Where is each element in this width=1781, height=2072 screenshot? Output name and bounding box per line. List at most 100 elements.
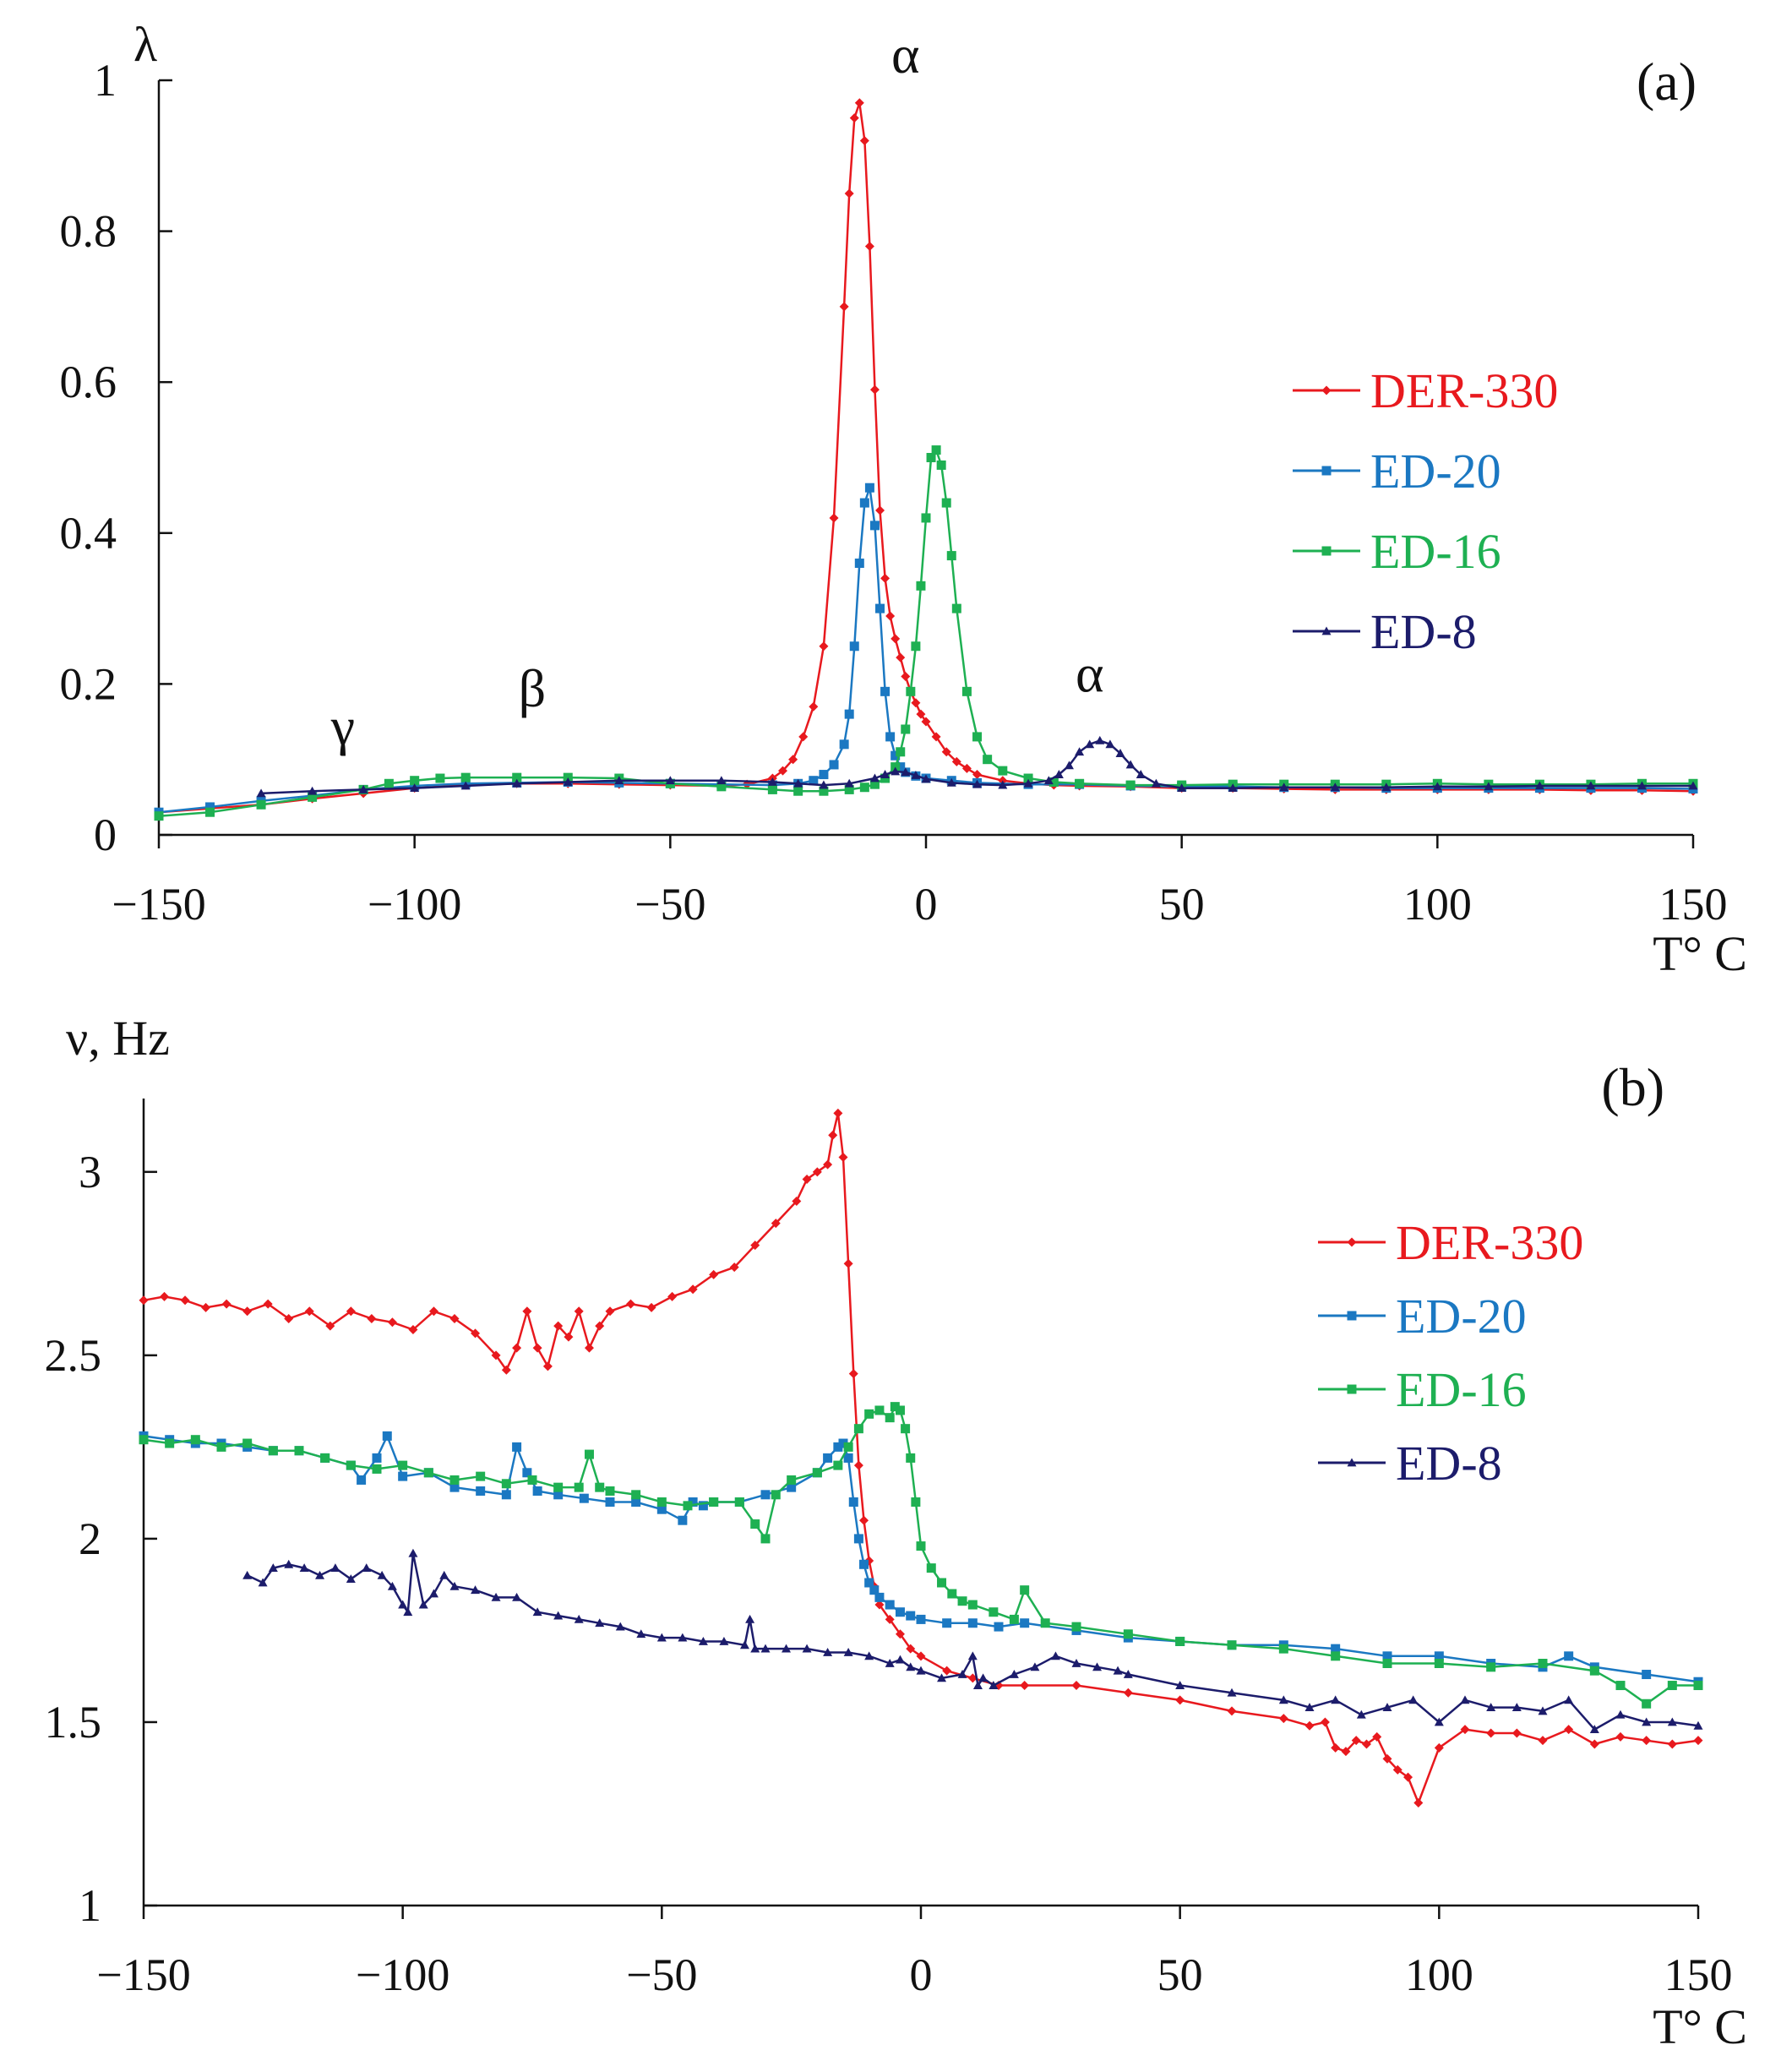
legend: DER-330 ED-20 ED-16 ED-8 [1293, 363, 1558, 659]
data-point [221, 1299, 231, 1309]
data-point [1304, 1720, 1315, 1731]
data-point [372, 1453, 382, 1463]
data-point [864, 1578, 874, 1588]
x-axis-title: T° C [1653, 1999, 1747, 2054]
data-point [398, 1460, 408, 1470]
data-point [994, 1622, 1004, 1632]
data-point [1123, 1688, 1133, 1698]
data-point [304, 1306, 314, 1317]
data-point [947, 1589, 957, 1599]
legend-swatch-marker [1321, 385, 1332, 395]
data-point [1615, 1681, 1626, 1691]
data-point [362, 1563, 372, 1573]
data-point [906, 1611, 916, 1621]
data-point [1105, 739, 1115, 749]
data-point [745, 1614, 755, 1623]
data-point [961, 686, 972, 696]
data-point [843, 1442, 853, 1452]
data-point [771, 1490, 781, 1500]
data-point [972, 779, 983, 788]
data-point [890, 634, 901, 644]
data-point [869, 384, 880, 395]
series-der-330 [139, 1108, 1703, 1808]
data-point [268, 1563, 278, 1573]
data-point [782, 1644, 792, 1653]
data-point [564, 1332, 574, 1342]
data-point [829, 760, 839, 770]
y-tick-label: 1.5 [45, 1697, 102, 1748]
data-point [890, 1402, 900, 1412]
data-point [284, 1559, 294, 1568]
data-point [683, 1501, 693, 1511]
data-point [844, 188, 854, 199]
data-point [895, 1607, 905, 1617]
data-point [205, 802, 215, 812]
x-tick-label: −50 [635, 879, 705, 930]
data-point [1432, 782, 1442, 791]
data-point [1589, 1666, 1599, 1676]
data-point [946, 777, 956, 787]
data-point [1351, 1736, 1361, 1746]
data-point [1043, 776, 1054, 785]
data-point [901, 671, 911, 681]
y-tick-label: 2 [79, 1513, 101, 1564]
data-point [258, 1578, 268, 1587]
data-point [688, 1497, 698, 1507]
data-point [527, 1475, 537, 1485]
data-point [901, 1424, 911, 1434]
data-point [1278, 1695, 1288, 1704]
data-point [771, 1219, 781, 1229]
data-point [574, 1614, 584, 1623]
data-point [895, 1655, 905, 1664]
data-point [859, 782, 869, 793]
data-point [1460, 1695, 1470, 1704]
data-point [435, 773, 445, 783]
legend-item: ED-20 [1293, 444, 1501, 499]
data-point [1075, 747, 1085, 756]
y-tick-label: 3 [79, 1147, 101, 1197]
data-point [1320, 1717, 1330, 1727]
y-tick-label: 0.6 [60, 357, 117, 407]
data-point [1667, 1717, 1677, 1726]
data-point [1054, 770, 1064, 778]
data-point [828, 1130, 838, 1140]
data-point [1095, 735, 1105, 744]
data-point [1341, 1747, 1351, 1757]
legend-swatch-marker [1321, 466, 1332, 476]
x-tick-label: −150 [112, 879, 205, 930]
data-point [1125, 760, 1136, 769]
legend-swatch-marker [1347, 1384, 1357, 1394]
data-point [665, 776, 675, 785]
data-point [1564, 1725, 1574, 1735]
data-point [859, 135, 869, 145]
data-point [1538, 1659, 1548, 1668]
data-point [408, 1324, 418, 1334]
data-point [605, 1306, 615, 1317]
data-point [1381, 782, 1392, 792]
data-point [1123, 1670, 1133, 1678]
data-point [812, 1468, 822, 1478]
data-point [1511, 1703, 1522, 1711]
data-point [190, 1435, 200, 1445]
data-point [656, 1504, 667, 1514]
data-point [615, 1622, 625, 1631]
data-point [667, 1291, 678, 1301]
data-point [160, 1291, 170, 1301]
data-point [522, 1468, 532, 1478]
data-point [849, 113, 859, 123]
data-point [760, 1534, 771, 1544]
data-point [838, 1438, 848, 1448]
panel-label: (b) [1601, 1057, 1664, 1117]
data-point [584, 1343, 594, 1353]
data-point [853, 1424, 863, 1434]
data-point [216, 1442, 226, 1452]
data-point [978, 1673, 989, 1682]
data-point [972, 770, 983, 780]
data-point [1586, 781, 1596, 790]
data-point [716, 782, 727, 792]
data-point [739, 1640, 749, 1649]
legend-item: ED-8 [1293, 604, 1477, 659]
data-point [284, 1313, 294, 1323]
data-point [1023, 778, 1033, 788]
data-point [1382, 1703, 1392, 1711]
